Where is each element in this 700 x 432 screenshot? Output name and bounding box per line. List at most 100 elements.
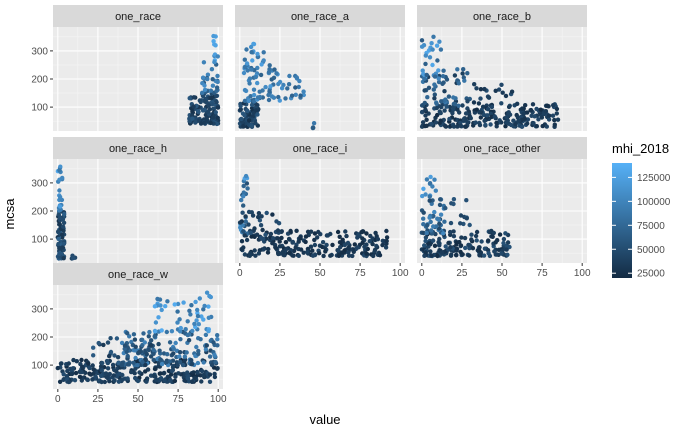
scatter-point bbox=[185, 319, 190, 324]
colorbar bbox=[612, 163, 632, 278]
scatter-point bbox=[57, 194, 63, 200]
facet-panel-one_race_b: one_race_b bbox=[417, 5, 587, 131]
scatter-point bbox=[248, 94, 253, 99]
facet-panel-one_race_i: one_race_i 0 25 50 75 100 bbox=[235, 137, 409, 279]
scatter-point bbox=[194, 344, 199, 350]
scatter-point bbox=[538, 107, 543, 112]
scatter-point bbox=[151, 357, 156, 363]
scatter-point bbox=[90, 377, 95, 382]
scatter-point bbox=[423, 250, 428, 255]
scatter-point bbox=[91, 345, 96, 350]
scatter-point bbox=[316, 229, 321, 235]
scatter-point bbox=[241, 124, 246, 129]
scatter-point bbox=[423, 61, 428, 67]
scatter-point bbox=[458, 243, 464, 248]
scatter-point bbox=[422, 100, 427, 106]
scatter-point bbox=[422, 243, 427, 248]
scatter-point bbox=[487, 229, 492, 235]
scatter-point bbox=[135, 378, 141, 384]
scatter-point bbox=[163, 304, 168, 309]
scatter-point bbox=[506, 111, 511, 116]
scatter-point bbox=[288, 228, 293, 234]
x-tick-label: 50 bbox=[314, 268, 326, 279]
scatter-point bbox=[554, 106, 560, 112]
y-tick-label: 100 bbox=[31, 361, 48, 372]
scatter-point bbox=[462, 235, 468, 241]
scatter-point bbox=[73, 370, 79, 376]
scatter-point bbox=[176, 371, 181, 376]
scatter-point bbox=[61, 241, 67, 246]
scatter-point bbox=[251, 87, 257, 92]
scatter-point bbox=[528, 107, 534, 113]
scatter-point bbox=[321, 253, 326, 259]
scatter-point bbox=[470, 246, 476, 251]
x-tick-label: 75 bbox=[537, 268, 549, 279]
scatter-point bbox=[173, 340, 178, 346]
x-tick-label: 75 bbox=[355, 268, 367, 279]
scatter-point bbox=[191, 95, 197, 100]
scatter-point bbox=[521, 111, 526, 117]
scatter-point bbox=[261, 50, 266, 55]
scatter-point bbox=[271, 75, 277, 81]
scatter-point bbox=[427, 194, 432, 199]
scatter-point bbox=[270, 212, 275, 217]
colorbar-label: 125000 bbox=[637, 173, 671, 184]
facet-strip bbox=[417, 5, 587, 27]
scatter-point bbox=[436, 79, 442, 85]
scatter-point bbox=[364, 251, 369, 256]
scatter-point bbox=[205, 72, 211, 77]
scatter-point bbox=[422, 88, 427, 93]
scatter-point bbox=[291, 248, 297, 254]
scatter-point bbox=[100, 360, 105, 366]
scatter-point bbox=[190, 116, 195, 121]
scatter-point bbox=[61, 377, 66, 382]
scatter-point bbox=[494, 120, 499, 126]
scatter-point bbox=[239, 116, 244, 122]
scatter-point bbox=[255, 80, 260, 86]
scatter-point bbox=[256, 211, 262, 216]
y-tick-label: 300 bbox=[31, 178, 48, 189]
scatter-point bbox=[175, 301, 181, 307]
scatter-point bbox=[465, 71, 470, 76]
scatter-point bbox=[435, 216, 440, 221]
scatter-point bbox=[276, 251, 281, 257]
scatter-point bbox=[212, 59, 217, 65]
scatter-point bbox=[463, 124, 468, 129]
scatter-point bbox=[425, 223, 430, 228]
scatter-point bbox=[104, 358, 110, 364]
scatter-point bbox=[337, 234, 342, 239]
scatter-point bbox=[323, 249, 328, 254]
scatter-point bbox=[202, 83, 207, 88]
scatter-point bbox=[471, 100, 477, 105]
facet-strip bbox=[417, 137, 587, 159]
scatter-point bbox=[169, 368, 175, 374]
scatter-point bbox=[125, 331, 130, 336]
scatter-point bbox=[287, 250, 292, 256]
scatter-point bbox=[58, 164, 63, 169]
colorbar-label: 25000 bbox=[637, 269, 665, 280]
x-tick-label: 0 bbox=[419, 268, 425, 279]
scatter-point bbox=[428, 249, 433, 254]
scatter-point bbox=[277, 244, 283, 249]
scatter-point bbox=[181, 300, 186, 305]
scatter-point bbox=[177, 350, 183, 355]
scatter-point bbox=[131, 360, 136, 365]
scatter-point bbox=[143, 362, 148, 368]
scatter-point bbox=[86, 361, 91, 366]
scatter-point bbox=[249, 102, 255, 108]
scatter-point bbox=[85, 377, 91, 383]
scatter-point bbox=[419, 44, 425, 49]
x-tick-label: 25 bbox=[456, 268, 468, 279]
scatter-point bbox=[182, 378, 187, 383]
scatter-point bbox=[430, 238, 436, 243]
scatter-point bbox=[497, 232, 503, 237]
scatter-point bbox=[429, 41, 434, 46]
scatter-point bbox=[267, 63, 272, 68]
scatter-point bbox=[214, 100, 219, 105]
scatter-point bbox=[451, 201, 456, 207]
scatter-point bbox=[201, 307, 206, 312]
scatter-point bbox=[384, 235, 390, 240]
scatter-point bbox=[197, 98, 202, 103]
scatter-point bbox=[177, 354, 182, 359]
scatter-point bbox=[437, 109, 442, 114]
